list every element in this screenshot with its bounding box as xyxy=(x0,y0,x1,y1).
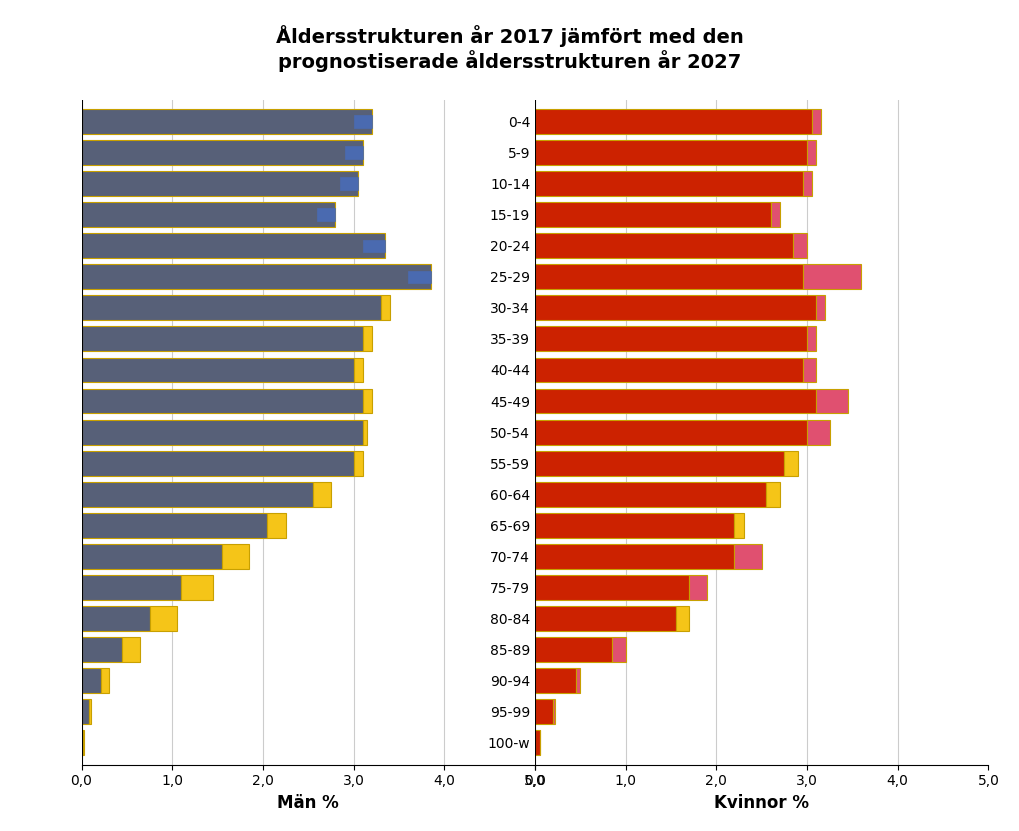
Bar xyxy=(807,327,816,352)
Bar xyxy=(803,357,816,382)
Bar xyxy=(811,109,820,134)
Bar xyxy=(82,668,102,693)
Bar xyxy=(82,482,313,507)
Bar xyxy=(535,296,816,320)
Text: Åldersstrukturen år 2017 jämfört med den
prognostiserade åldersstrukturen år 202: Åldersstrukturen år 2017 jämfört med den… xyxy=(275,25,744,72)
Bar xyxy=(689,575,707,600)
Bar xyxy=(82,109,372,134)
Bar xyxy=(363,327,372,352)
Bar xyxy=(535,575,689,600)
Bar xyxy=(535,357,803,382)
Bar xyxy=(535,513,735,538)
Bar xyxy=(535,699,553,724)
Bar xyxy=(82,575,181,600)
Bar xyxy=(82,606,150,631)
Bar xyxy=(785,450,798,475)
Bar xyxy=(770,202,780,227)
Bar xyxy=(766,482,780,507)
Bar xyxy=(82,637,122,662)
Bar xyxy=(354,450,363,475)
Bar xyxy=(535,482,766,507)
X-axis label: Män %: Män % xyxy=(277,794,339,812)
Bar xyxy=(535,606,676,631)
Bar xyxy=(89,699,91,724)
Bar xyxy=(82,296,381,320)
Bar xyxy=(340,177,358,189)
Bar xyxy=(535,234,794,258)
Bar xyxy=(150,606,176,631)
Bar xyxy=(313,482,331,507)
Bar xyxy=(82,234,385,258)
Bar xyxy=(612,637,626,662)
Bar xyxy=(408,271,431,283)
Bar xyxy=(535,109,811,134)
Bar xyxy=(344,146,363,159)
Bar xyxy=(535,668,576,693)
Bar xyxy=(735,544,762,568)
Bar xyxy=(794,234,807,258)
Bar xyxy=(354,116,372,128)
Bar xyxy=(535,389,816,414)
Bar xyxy=(535,327,807,352)
Bar xyxy=(535,544,735,568)
Bar xyxy=(317,209,335,221)
Bar xyxy=(363,420,367,445)
Bar xyxy=(82,327,363,352)
Bar xyxy=(535,420,807,445)
Bar xyxy=(82,357,354,382)
Bar xyxy=(676,606,689,631)
X-axis label: Kvinnor %: Kvinnor % xyxy=(714,794,809,812)
Bar xyxy=(82,171,358,196)
Bar xyxy=(102,668,109,693)
Bar xyxy=(803,171,811,196)
Bar xyxy=(363,239,385,252)
Bar xyxy=(222,544,250,568)
Bar xyxy=(82,140,363,165)
Bar xyxy=(82,420,363,445)
Bar xyxy=(82,202,335,227)
Bar xyxy=(803,264,861,289)
Bar xyxy=(82,450,354,475)
Bar xyxy=(535,171,803,196)
Bar xyxy=(82,389,363,414)
Bar xyxy=(553,699,555,724)
Bar xyxy=(181,575,213,600)
Bar xyxy=(816,389,848,414)
Bar xyxy=(267,513,285,538)
Bar xyxy=(82,264,431,289)
Bar xyxy=(816,296,825,320)
Bar xyxy=(82,730,84,755)
Bar xyxy=(735,513,744,538)
Bar xyxy=(82,513,267,538)
Bar xyxy=(82,544,222,568)
Bar xyxy=(354,357,363,382)
Bar xyxy=(82,699,89,724)
Bar xyxy=(535,450,785,475)
Bar xyxy=(535,637,612,662)
Bar xyxy=(535,140,807,165)
Bar xyxy=(807,140,816,165)
Bar xyxy=(535,730,539,755)
Bar xyxy=(807,420,829,445)
Bar xyxy=(535,202,770,227)
Bar xyxy=(381,296,390,320)
Bar xyxy=(122,637,141,662)
Bar xyxy=(535,264,803,289)
Bar xyxy=(576,668,581,693)
Bar xyxy=(363,389,372,414)
